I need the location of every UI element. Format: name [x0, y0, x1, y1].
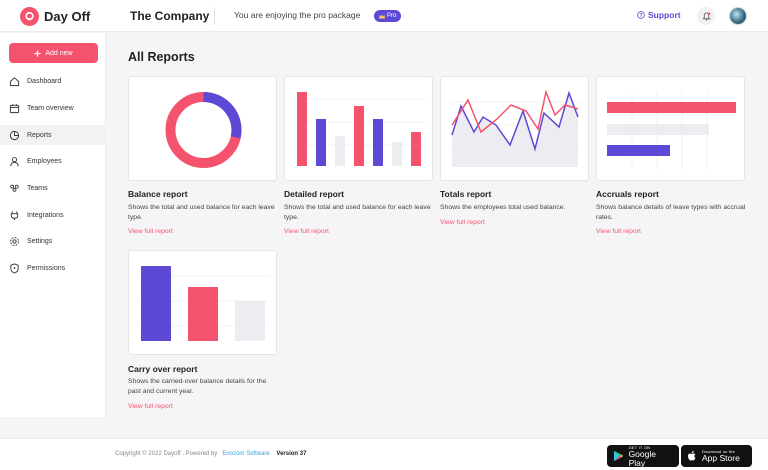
- card-description: Shows the total and used balance for eac…: [128, 204, 275, 221]
- view-full-report-link[interactable]: View full report: [128, 228, 173, 235]
- user-icon: [10, 156, 19, 166]
- view-full-report-link[interactable]: View full report: [596, 228, 641, 235]
- add-new-button[interactable]: Add new: [9, 43, 98, 63]
- company-name: The Company: [130, 9, 210, 23]
- dayoff-logo[interactable]: Day Off: [20, 7, 90, 26]
- pro-badge: Pro: [374, 10, 402, 22]
- support-label: Support: [648, 10, 681, 20]
- card-description: Shows the total and used balance for eac…: [284, 204, 431, 221]
- sidebar-item-team-overview[interactable]: Team overview: [0, 98, 106, 118]
- card-title: Accruals report: [596, 189, 659, 199]
- bar-chart-illustration: [295, 92, 425, 166]
- add-new-label: Add new: [45, 49, 73, 57]
- sidebar-item-employees[interactable]: Employees: [0, 151, 106, 171]
- sidebar-item-label: Reports: [27, 131, 52, 139]
- google-play-icon: [613, 450, 624, 462]
- pro-badge-label: Pro: [387, 13, 397, 19]
- sidebar-item-label: Integrations: [27, 211, 64, 219]
- sidebar-item-label: Permissions: [27, 264, 66, 272]
- sidebar-item-label: Teams: [27, 184, 48, 192]
- package-status-text: You are enjoying the pro package: [234, 10, 361, 20]
- svg-text:?: ?: [639, 13, 642, 19]
- sidebar-item-settings[interactable]: Settings: [0, 231, 106, 251]
- view-full-report-link[interactable]: View full report: [440, 219, 485, 226]
- shield-icon: [10, 262, 19, 274]
- app-store-badge[interactable]: Download on the App Store: [681, 445, 752, 467]
- google-play-small-label: GET IT ON: [628, 444, 651, 450]
- pie-chart-icon: [9, 130, 20, 140]
- card-description: Shows balance details of leave types wit…: [596, 204, 746, 221]
- card-title: Balance report: [128, 189, 188, 199]
- detailed-report-thumbnail[interactable]: [284, 76, 433, 181]
- brand-name: Day Off: [44, 9, 91, 24]
- version-label: Version 37: [276, 451, 307, 457]
- home-icon: [9, 76, 20, 86]
- plug-icon: [10, 210, 19, 220]
- user-avatar[interactable]: [729, 7, 747, 25]
- calendar-icon: [9, 103, 20, 113]
- app-store-small-label: Download on the: [702, 449, 736, 454]
- sidebar-item-reports[interactable]: Reports: [0, 125, 106, 145]
- carry-over-report-thumbnail[interactable]: [128, 250, 277, 355]
- page-title: All Reports: [128, 50, 195, 64]
- footer: Copyright © 2022 Dayoff . Powered by Eno…: [0, 438, 768, 470]
- sidebar-item-teams[interactable]: Teams: [0, 178, 106, 198]
- sidebar-item-integrations[interactable]: Integrations: [0, 205, 106, 225]
- card-title: Carry over report: [128, 364, 198, 374]
- plus-icon: [34, 49, 41, 57]
- bell-icon: [701, 11, 711, 21]
- google-play-badge[interactable]: GET IT ON Google Play: [607, 445, 679, 467]
- crown-icon: [379, 13, 385, 18]
- card-description: Shows the employees total used balance.: [440, 204, 566, 211]
- header-divider: [214, 7, 215, 25]
- sidebar-item-label: Team overview: [27, 104, 74, 112]
- google-play-label: Google Play: [628, 448, 656, 468]
- copyright-label: Copyright © 2022 Dayoff . Powered by: [115, 451, 218, 457]
- card-title: Totals report: [440, 189, 492, 199]
- support-link[interactable]: ? Support: [637, 10, 681, 20]
- enozom-link[interactable]: Enozom Software: [222, 451, 270, 457]
- card-title: Detailed report: [284, 189, 344, 199]
- top-header: Day Off The Company You are enjoying the…: [0, 0, 768, 32]
- comparison-bar-chart-illustration: [139, 266, 269, 341]
- card-description: Shows the carried-over balance details f…: [128, 378, 267, 395]
- notifications-button[interactable]: [697, 7, 715, 25]
- line-chart-illustration: [451, 89, 581, 167]
- view-full-report-link[interactable]: View full report: [128, 403, 173, 410]
- team-icon: [10, 184, 19, 192]
- app-store-label: App Store: [702, 453, 740, 463]
- accruals-report-thumbnail[interactable]: [596, 76, 745, 181]
- horizontal-bar-chart-illustration: [607, 92, 736, 169]
- sidebar-item-dashboard[interactable]: Dashboard: [0, 71, 106, 91]
- apple-icon: [688, 450, 696, 461]
- help-icon: ?: [637, 11, 645, 19]
- sidebar-item-label: Dashboard: [27, 77, 62, 85]
- sidebar-item-label: Settings: [27, 237, 53, 245]
- copyright-text: Copyright © 2022 Dayoff . Powered by Eno…: [115, 451, 306, 457]
- sidebar-item-label: Employees: [27, 157, 62, 165]
- gear-icon: [10, 236, 19, 246]
- totals-report-thumbnail[interactable]: [440, 76, 589, 181]
- sidebar: Add new Dashboard Team overview Reports …: [0, 33, 106, 417]
- sidebar-item-permissions[interactable]: Permissions: [0, 258, 106, 278]
- donut-chart-illustration: [165, 92, 242, 168]
- balance-report-thumbnail[interactable]: [128, 76, 277, 181]
- view-full-report-link[interactable]: View full report: [284, 228, 329, 235]
- logo-mark-icon: [20, 7, 39, 26]
